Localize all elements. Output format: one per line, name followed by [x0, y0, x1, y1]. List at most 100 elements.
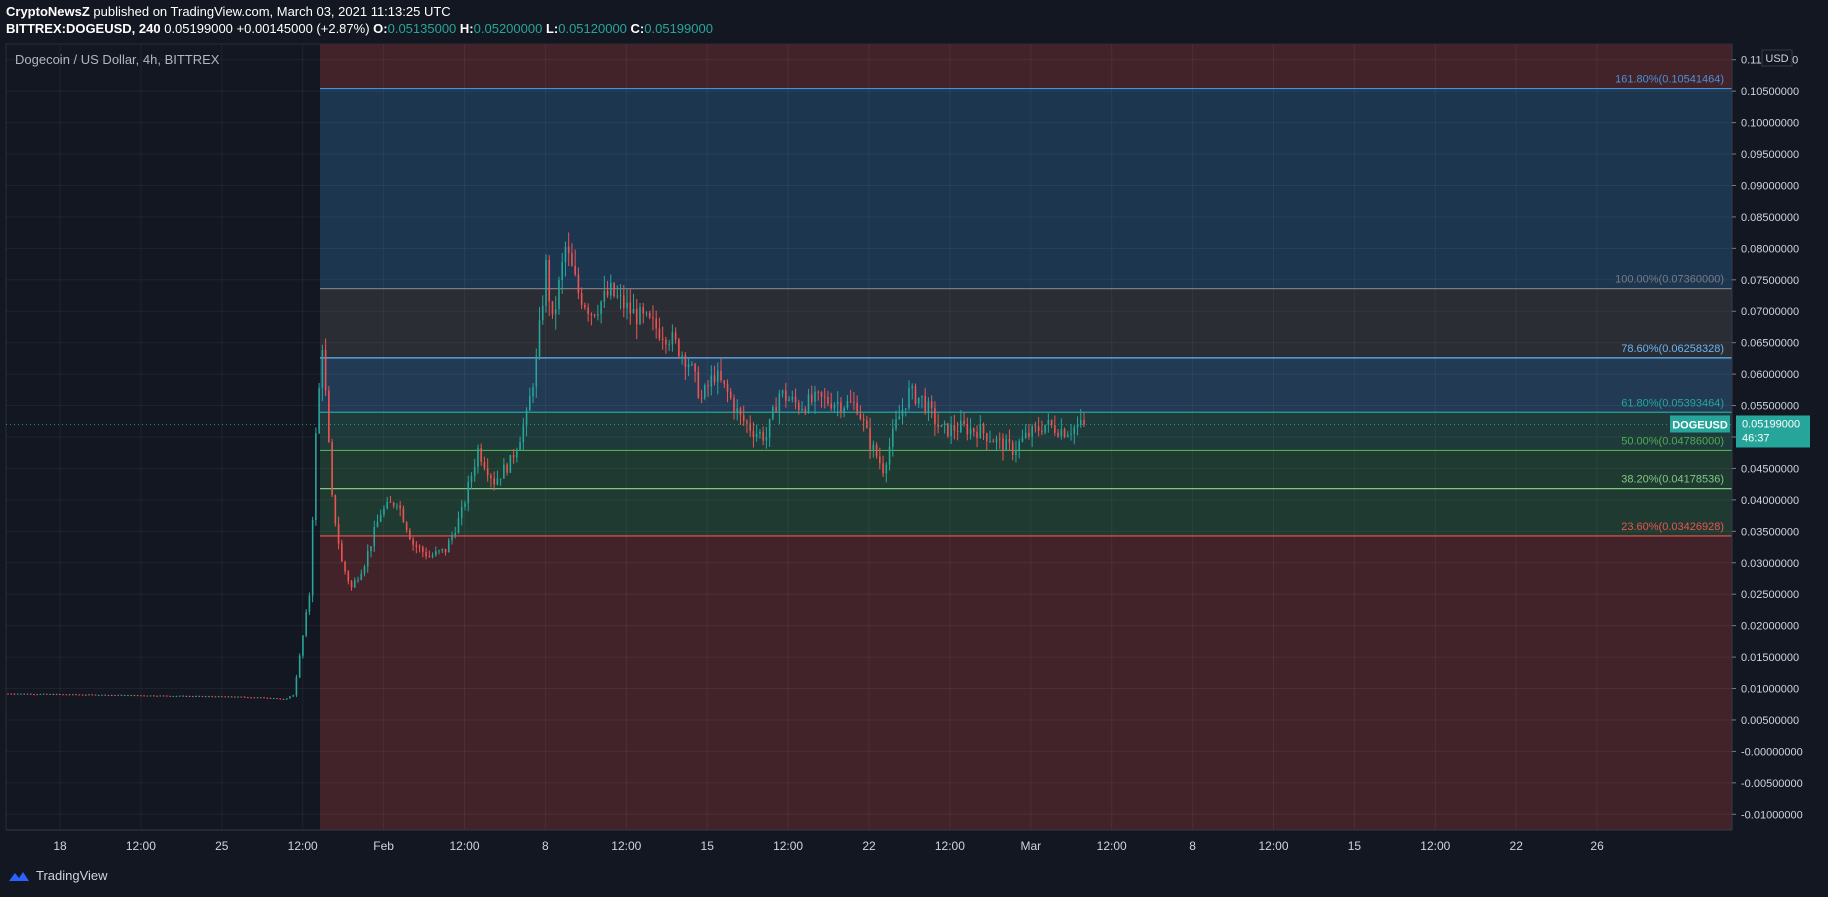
- candle-body: [20, 693, 22, 695]
- candle-body: [169, 695, 171, 697]
- candle-body: [16, 693, 19, 695]
- candle-body: [697, 371, 700, 398]
- candle-body: [97, 694, 100, 696]
- candle-body: [208, 696, 210, 698]
- candle-body: [616, 295, 619, 297]
- candle-body: [567, 246, 570, 254]
- y-tick-label: 0.09500000: [1741, 149, 1799, 161]
- candle-body: [107, 694, 110, 696]
- candle-body: [895, 419, 897, 429]
- y-tick-label: 0.08000000: [1741, 243, 1799, 255]
- candle-body: [337, 523, 340, 544]
- candle-body: [386, 501, 388, 509]
- x-tick-label: 18: [53, 839, 67, 853]
- candle-body: [496, 478, 499, 485]
- candle-body: [862, 419, 865, 421]
- currency-label: USD: [1765, 53, 1788, 65]
- candle-body: [49, 693, 51, 695]
- candle-body: [665, 339, 667, 345]
- price-tag-bg: [1736, 415, 1810, 448]
- candle-body: [707, 385, 709, 387]
- candle-body: [681, 355, 683, 357]
- candle-body: [522, 425, 525, 443]
- zone-786-618: [320, 357, 1732, 413]
- candle-body: [856, 402, 858, 414]
- candle-body: [350, 581, 353, 588]
- candle-body: [84, 694, 87, 696]
- tradingview-logo-icon[interactable]: [8, 869, 30, 883]
- candle-body: [827, 397, 829, 404]
- candle-body: [830, 403, 833, 409]
- candle-body: [104, 694, 107, 696]
- fib-label-50-00: 50.00%(0.04786000): [1621, 435, 1724, 447]
- candle-body: [247, 697, 249, 699]
- candle-body: [580, 293, 583, 306]
- low-value: 0.05120000: [558, 21, 627, 36]
- price-change: +0.00145000 (+2.87%): [236, 21, 370, 36]
- y-tick-label: 0.07500000: [1741, 275, 1799, 287]
- candle-body: [626, 302, 628, 309]
- candle-body: [904, 408, 907, 410]
- candle-body: [622, 295, 625, 309]
- author-name[interactable]: CryptoNewsZ: [6, 4, 90, 19]
- candle-body: [992, 441, 995, 443]
- candle-body: [7, 693, 9, 695]
- candle-body: [584, 305, 586, 308]
- candle-body: [447, 540, 450, 553]
- currency-box[interactable]: [1761, 49, 1793, 67]
- time-axis[interactable]: 18 12:00 25 12:00 Feb 12:00 8 12:00 15 12:00 22 12:…: [53, 839, 1604, 853]
- candle-body: [250, 697, 252, 699]
- candle-body: [88, 694, 90, 696]
- candle-body: [493, 478, 495, 485]
- y-tick-label: 0.04500000: [1741, 463, 1799, 475]
- candle-body: [603, 290, 606, 302]
- candle-body: [182, 695, 184, 697]
- candle-body: [68, 694, 71, 696]
- x-tick-label: 25: [215, 839, 229, 853]
- chart-frame[interactable]: 161.80%(0.10541464) 100.00%(0.07360000) 78…: [0, 42, 1828, 897]
- y-tick-label: 0.03500000: [1741, 526, 1799, 538]
- candle-body: [211, 696, 213, 698]
- candle-body: [788, 399, 790, 401]
- candle-body: [266, 697, 269, 699]
- candle-body: [914, 386, 917, 404]
- candle-body: [1054, 425, 1056, 433]
- footer-brand[interactable]: TradingView: [36, 868, 108, 883]
- candle-body: [814, 391, 816, 402]
- candle-body: [441, 548, 444, 551]
- candle-body: [882, 463, 884, 474]
- candle-body: [149, 695, 152, 697]
- candle-body: [934, 408, 936, 425]
- symbol-label: BITTREX:DOGEUSD, 240: [6, 21, 161, 36]
- candle-body: [23, 693, 26, 695]
- candle-body: [353, 580, 356, 588]
- x-tick-label: 8: [542, 839, 549, 853]
- candle-body: [613, 282, 615, 296]
- y-tick-label: 0.04000000: [1741, 495, 1799, 507]
- candle-body: [891, 428, 894, 447]
- candle-body: [363, 566, 366, 574]
- y-tick-label: 0.10000000: [1741, 118, 1799, 130]
- candle-body: [473, 466, 476, 476]
- candle-body: [755, 433, 758, 438]
- candle-body: [341, 543, 343, 562]
- candle-body: [574, 265, 576, 275]
- candle-body: [72, 694, 74, 696]
- candle-body: [366, 551, 369, 567]
- candle-body: [671, 332, 674, 345]
- candle-body: [541, 306, 544, 321]
- candle-body: [554, 309, 557, 315]
- candle-body: [110, 694, 113, 696]
- candle-body: [256, 697, 259, 699]
- candle-body: [1011, 442, 1014, 455]
- x-tick-label: 8: [1189, 839, 1196, 853]
- candle-body: [376, 521, 379, 528]
- candle-body: [976, 431, 978, 439]
- candle-body: [1047, 420, 1050, 425]
- candle-body: [285, 698, 288, 700]
- candle-body: [269, 697, 272, 699]
- candle-body: [710, 375, 713, 387]
- candle-body: [694, 363, 696, 372]
- candle-body: [1044, 424, 1046, 433]
- candle-body: [159, 695, 162, 697]
